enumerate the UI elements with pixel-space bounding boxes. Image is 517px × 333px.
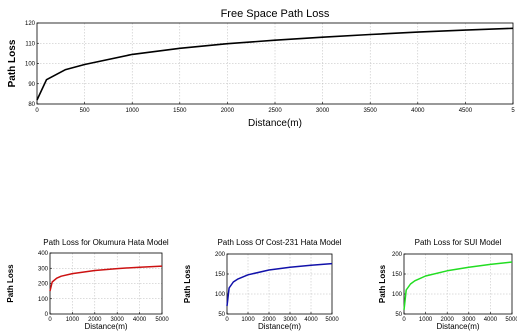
x-tick-label: 2000 <box>88 317 102 323</box>
x-tick-label: 5000 <box>325 317 339 323</box>
x-axis-label: Distance(m) <box>84 322 127 331</box>
y-tick-label: 150 <box>215 272 226 278</box>
x-tick-label: 1000 <box>66 317 80 323</box>
x-tick-label: 4000 <box>133 317 147 323</box>
y-tick-label: 300 <box>38 266 49 272</box>
series-line-1 <box>49 265 163 292</box>
x-tick-label: 2000 <box>262 317 276 323</box>
x-tick-label: 4000 <box>411 108 425 114</box>
y-tick-label: 200 <box>392 252 403 258</box>
y-tick-label: 200 <box>215 252 226 258</box>
x-tick-label: 5000 <box>505 317 517 323</box>
x-tick-label: 1000 <box>419 317 433 323</box>
x-tick-label: 2000 <box>441 317 455 323</box>
x-axis-label: Distance(m) <box>248 118 302 129</box>
y-axis-label: Path Loss <box>7 39 18 87</box>
x-tick-label: 1500 <box>173 108 187 114</box>
x-tick-label: 0 <box>48 317 52 323</box>
y-axis-label: Path Loss <box>183 264 192 303</box>
chart-title: Path Loss Of Cost-231 Hata Model <box>217 238 341 247</box>
y-tick-label: 100 <box>392 292 403 298</box>
x-tick-label: 5000 <box>155 317 169 323</box>
x-axis-label: Distance(m) <box>258 322 301 331</box>
x-tick-label: 2000 <box>221 108 235 114</box>
chart-title: Free Space Path Loss <box>221 8 330 20</box>
x-tick-label: 4500 <box>459 108 473 114</box>
y-tick-label: 100 <box>215 292 226 298</box>
x-tick-label: 3500 <box>364 108 378 114</box>
x-tick-label: 3000 <box>316 108 330 114</box>
chart-panel-1: 0 500 1000 1500 2000 2500 3000 3500 4000 4500 5 80 9… <box>7 8 515 129</box>
x-tick-label: 3000 <box>111 317 125 323</box>
x-tick-label: 500 <box>80 108 91 114</box>
plot-frame <box>49 252 163 315</box>
y-tick-label: 0 <box>45 312 49 318</box>
plot-frame <box>226 253 333 315</box>
chart-title: Path Loss for Okumura Hata Model <box>43 238 169 247</box>
series-line-1 <box>226 262 333 307</box>
chart-title: Path Loss for SUI Model <box>415 238 502 247</box>
y-tick-label: 90 <box>28 82 35 88</box>
x-tick-label: 2500 <box>268 108 282 114</box>
y-tick-label: 150 <box>392 272 403 278</box>
y-tick-label: 100 <box>38 297 49 303</box>
plot-frame <box>403 253 513 315</box>
series-line-1 <box>36 27 514 101</box>
chart-panel-4: 0 1000 2000 3000 4000 5000 50 100 150 200 Path Los… <box>378 238 517 331</box>
x-tick-label: 5 <box>511 108 515 114</box>
x-tick-label: 0 <box>225 317 229 323</box>
x-tick-label: 3000 <box>283 317 297 323</box>
x-tick-label: 3000 <box>462 317 476 323</box>
y-tick-label: 50 <box>395 312 402 318</box>
y-tick-label: 110 <box>25 41 35 47</box>
y-tick-label: 100 <box>25 62 36 68</box>
y-tick-label: 80 <box>28 102 35 108</box>
y-tick-label: 120 <box>25 21 36 27</box>
x-tick-label: 0 <box>402 317 406 323</box>
y-axis-label: Path Loss <box>378 264 387 303</box>
x-axis-label: Distance(m) <box>436 322 479 331</box>
y-tick-label: 400 <box>38 251 49 257</box>
series-line-1 <box>403 261 513 311</box>
y-tick-label: 50 <box>218 312 225 318</box>
x-tick-label: 4000 <box>304 317 318 323</box>
chart-panel-2: 0 1000 2000 3000 4000 5000 0 100 200 300 400 Path L… <box>6 238 169 331</box>
x-tick-label: 1000 <box>241 317 255 323</box>
x-tick-label: 1000 <box>126 108 140 114</box>
chart-panel-3: 0 1000 2000 3000 4000 5000 50 100 150 200 Path Los… <box>183 238 342 331</box>
y-axis-label: Path Loss <box>6 264 15 303</box>
y-tick-label: 200 <box>38 282 49 288</box>
x-tick-label: 4000 <box>484 317 498 323</box>
x-tick-label: 0 <box>35 108 39 114</box>
